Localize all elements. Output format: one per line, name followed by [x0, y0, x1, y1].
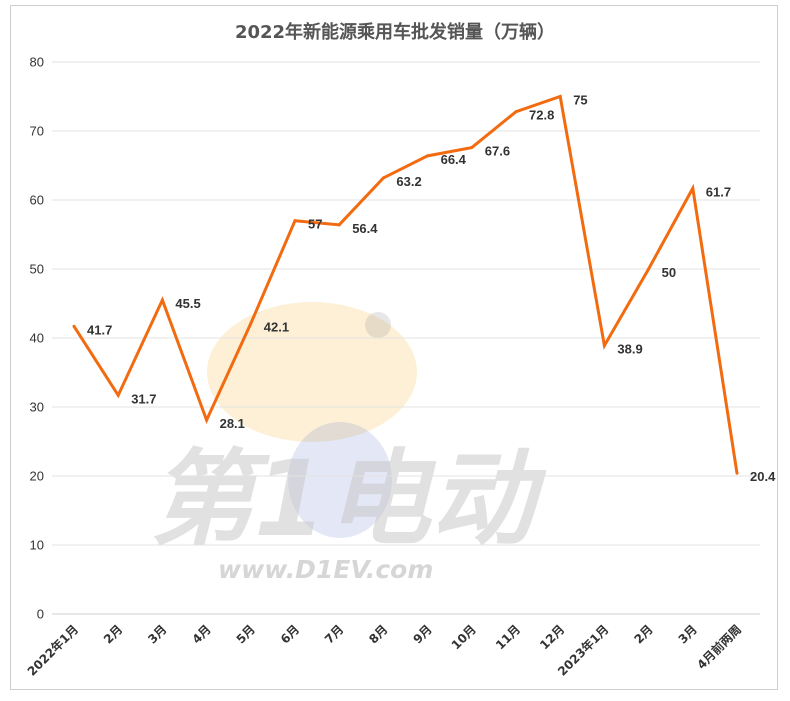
data-label: 42.1	[264, 320, 289, 335]
data-point	[426, 154, 430, 158]
y-tick-label: 10	[30, 538, 44, 553]
data-label: 41.7	[87, 322, 112, 337]
data-label: 57	[308, 217, 322, 232]
mascot-body-shape	[288, 422, 392, 538]
data-label: 67.6	[485, 144, 510, 159]
y-tick-label: 40	[30, 331, 44, 346]
data-point	[602, 344, 606, 348]
gridlines	[52, 61, 760, 615]
data-point	[381, 176, 385, 180]
mascot-eye-shape	[365, 312, 391, 338]
data-label: 20.4	[750, 469, 776, 484]
y-tick-label: 20	[30, 469, 44, 484]
y-tick-label: 30	[30, 400, 44, 415]
y-tick-label: 0	[37, 607, 44, 622]
data-point	[514, 110, 518, 114]
data-label: 31.7	[131, 391, 156, 406]
data-label: 28.1	[220, 416, 245, 431]
data-point	[558, 95, 562, 98]
data-label: 38.9	[617, 342, 642, 357]
chart-border	[10, 5, 778, 690]
watermark-logo-text: 第1电动	[150, 438, 547, 560]
data-label: 50	[662, 265, 676, 280]
data-label: 45.5	[175, 296, 200, 311]
series-line	[72, 94, 739, 474]
watermark-url-text: www.D1EV.com	[218, 555, 433, 584]
data-label: 75	[573, 93, 587, 108]
chart-title: 2022年新能源乘用车批发销量（万辆）	[235, 21, 555, 43]
data-point	[116, 393, 120, 397]
data-point	[249, 322, 253, 326]
data-label: 61.7	[706, 184, 731, 199]
data-point	[647, 267, 651, 271]
data-labels: 41.7 31.7 45.5 28.1 42.1 57 56.4 63.2 66.4 67.6 72…	[87, 93, 776, 485]
y-tick-label: 70	[30, 124, 44, 139]
data-label: 66.4	[441, 152, 467, 167]
data-point	[160, 298, 164, 302]
y-axis: 0 10 20 30 40 50 60 70 80	[30, 55, 44, 622]
y-tick-label: 50	[30, 262, 44, 277]
data-point	[735, 471, 739, 475]
data-point	[205, 418, 209, 422]
data-point	[470, 146, 474, 150]
y-tick-label: 60	[30, 193, 44, 208]
data-point	[293, 219, 297, 223]
series-layer	[72, 94, 739, 475]
data-label: 56.4	[352, 221, 378, 236]
data-point	[72, 324, 76, 328]
data-label: 63.2	[396, 174, 421, 189]
data-label: 72.8	[529, 108, 554, 123]
y-tick-label: 80	[30, 55, 44, 70]
data-point	[337, 223, 341, 227]
data-point	[691, 186, 695, 190]
